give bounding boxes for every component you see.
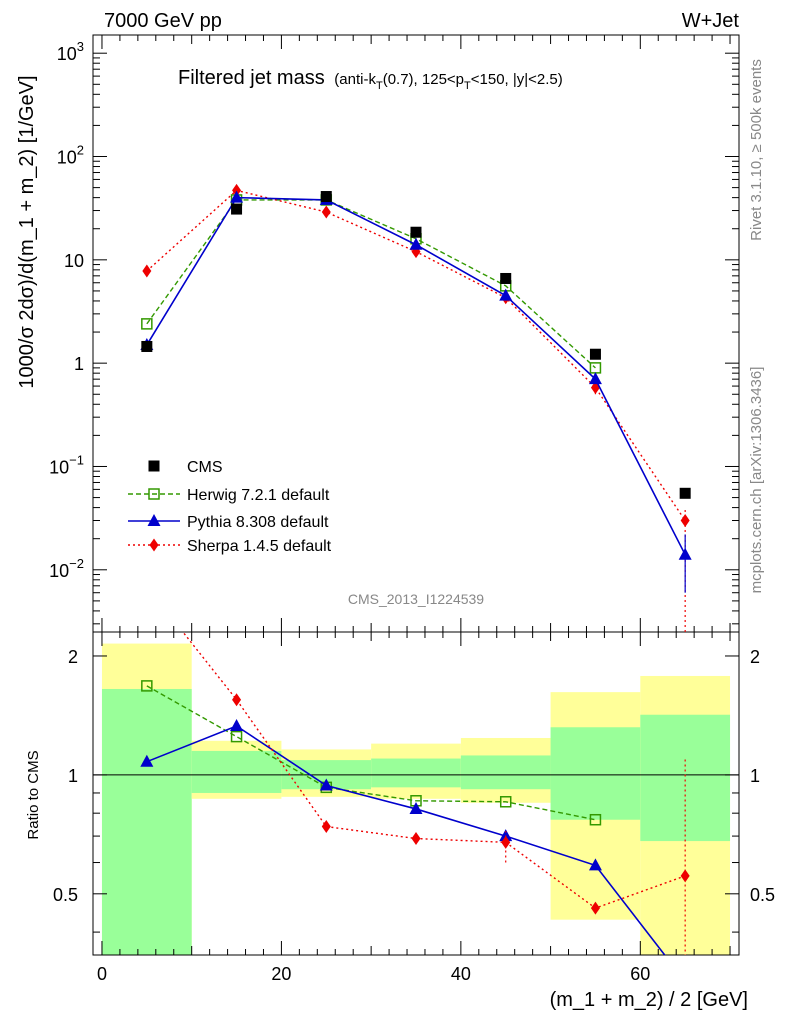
pythia-marker (499, 288, 513, 301)
ratio-y-tick-label: 1 (68, 766, 78, 786)
data-marker (500, 272, 512, 284)
pythia-marker (140, 754, 154, 767)
pythia-marker (409, 801, 423, 814)
data-marker (141, 340, 153, 352)
sherpa-marker (232, 183, 242, 197)
data-legend-label: CMS (187, 459, 223, 476)
sherpa-legend-marker (149, 538, 159, 552)
x-tick-label: 20 (271, 964, 291, 984)
y-tick-exp: −2 (69, 556, 84, 571)
data-marker (410, 226, 422, 238)
herwig-legend-label: Herwig 7.2.1 default (187, 487, 330, 504)
y-axis-label: 1000/σ 2dσ)/d(m_1 + m_2) [1/GeV] (16, 75, 38, 388)
ratio-y-tick-label: 2 (68, 647, 78, 667)
data-marker (231, 203, 243, 215)
pythia-legend-label: Pythia 8.308 default (187, 514, 329, 531)
sherpa-marker (501, 835, 511, 849)
data-marker (589, 348, 601, 360)
title-sub-open: (anti-k (334, 71, 376, 88)
green-band-bin (640, 714, 731, 842)
ratio-y-tick-label: 0.5 (53, 885, 78, 905)
green-band-bin (550, 727, 641, 820)
ratio-series (140, 580, 692, 986)
title-sub-mid: (0.7), 125<p (383, 71, 464, 88)
main-series (140, 183, 692, 632)
sherpa-marker (411, 832, 421, 846)
herwig-legend-marker (148, 488, 160, 500)
pythia-marker (588, 372, 602, 385)
y-tick-label: 1 (74, 354, 84, 374)
header-right: W+Jet (682, 10, 740, 32)
y-tick-exp: −1 (69, 452, 84, 467)
herwig-marker (499, 796, 512, 808)
data-legend-marker (148, 460, 160, 472)
green-band-bin (191, 750, 282, 793)
y-tick-base: 10 (57, 148, 77, 168)
sherpa-marker (232, 693, 242, 707)
herwig-marker (141, 680, 153, 692)
plot-title: Filtered jet mass (anti-kT(0.7), 125<pT<… (178, 67, 563, 92)
header-left: 7000 GeV pp (104, 10, 222, 32)
title-main: Filtered jet mass (178, 67, 325, 89)
pythia-marker (319, 778, 333, 791)
x-tick-label: 40 (451, 964, 471, 984)
ratio-frame (92, 631, 740, 956)
mcplots-label: mcplots.cern.ch [arXiv:1306.3436] (748, 367, 765, 594)
y-tick-label: 10−1 (49, 452, 84, 477)
pythia-legend-marker (147, 514, 161, 526)
sherpa-marker (142, 580, 151, 593)
pythia-marker (230, 718, 244, 731)
herwig-marker (230, 730, 243, 743)
pythia-marker (409, 237, 423, 250)
sherpa-marker (321, 205, 331, 219)
sherpa-marker (142, 264, 152, 278)
y-tick-base: 10 (57, 44, 77, 64)
sherpa-marker (680, 513, 690, 527)
sherpa-legend-label: Sherpa 1.4.5 default (187, 538, 332, 555)
title-sub-p: T (464, 80, 471, 92)
green-band-bin (460, 755, 551, 790)
herwig-marker (589, 813, 602, 826)
x-axis-label: (m_1 + m_2) / 2 [GeV] (550, 989, 748, 1011)
ratio-bands (101, 643, 731, 955)
y-tick-exp: 3 (77, 39, 84, 54)
y-tick-exp: 2 (77, 143, 84, 158)
y-tick-label: 10 (64, 251, 84, 271)
green-band-bin (101, 688, 192, 955)
title-sub-k: T (376, 80, 383, 92)
legend: CMS Herwig 7.2.1 default Pythia 8.308 defa… (128, 459, 332, 555)
y-tick-label: 103 (57, 39, 84, 64)
pythia-marker (230, 190, 244, 203)
ratio-y-tick-label-right: 2 (750, 647, 760, 667)
title-sub-end: <150, |y|<2.5) (471, 71, 563, 88)
ratio-y-tick-label-right: 1 (750, 766, 760, 786)
data-marker (679, 487, 691, 499)
y-tick-label: 10−2 (49, 556, 84, 581)
green-band-bin (371, 758, 461, 788)
x-tick-label: 0 (97, 964, 107, 984)
pythia-marker (679, 974, 692, 986)
analysis-id: CMS_2013_I1224539 (348, 591, 484, 607)
x-tick-label: 60 (630, 964, 650, 984)
pythia-marker (678, 547, 692, 560)
y-tick-base: 10 (49, 561, 69, 581)
sherpa-marker (321, 820, 331, 834)
sherpa-marker (590, 901, 600, 915)
sherpa-marker (680, 869, 690, 883)
rivet-label: Rivet 3.1.10, ≥ 500k events (748, 59, 765, 241)
ratio-y-tick-label-right: 0.5 (750, 885, 775, 905)
pythia-marker (588, 858, 602, 871)
herwig-marker (141, 318, 153, 330)
y-tick-base: 10 (49, 457, 69, 477)
herwig-line (146, 199, 596, 369)
data-marker (320, 191, 332, 203)
y-tick-label: 102 (57, 143, 84, 168)
pythia-marker (499, 829, 513, 842)
herwig-line (146, 685, 596, 821)
ratio-y-axis-label: Ratio to CMS (25, 750, 42, 839)
